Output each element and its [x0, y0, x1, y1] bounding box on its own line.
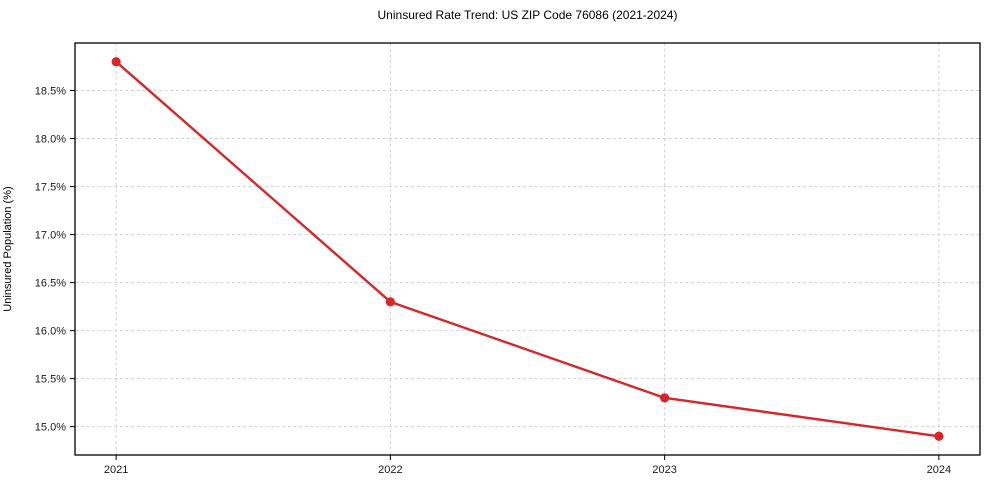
y-tick-label: 18.5%	[35, 86, 66, 98]
y-tick-label: 17.5%	[35, 182, 66, 194]
trend-line	[114, 60, 941, 438]
y-tick-label: 17.0%	[35, 230, 66, 242]
data-point-2022	[385, 297, 395, 307]
chart-title: Uninsured Rate Trend: US ZIP Code 76086 …	[377, 8, 678, 22]
y-tick-label: 16.0%	[35, 326, 66, 338]
data-point-2021	[111, 57, 121, 67]
y-tick-label: 18.0%	[35, 134, 66, 146]
y-tick-label: 16.5%	[35, 278, 66, 290]
y-tick-label: 15.0%	[35, 422, 66, 434]
data-point-2023	[660, 393, 670, 403]
y-tick-label: 15.5%	[35, 374, 66, 386]
x-tick-label: 2024	[927, 464, 951, 476]
x-tick-label: 2022	[378, 464, 402, 476]
x-tick-label: 2021	[104, 464, 128, 476]
x-tick-label: 2023	[652, 464, 676, 476]
plot-border	[74, 42, 981, 456]
data-point-2024	[934, 431, 944, 441]
